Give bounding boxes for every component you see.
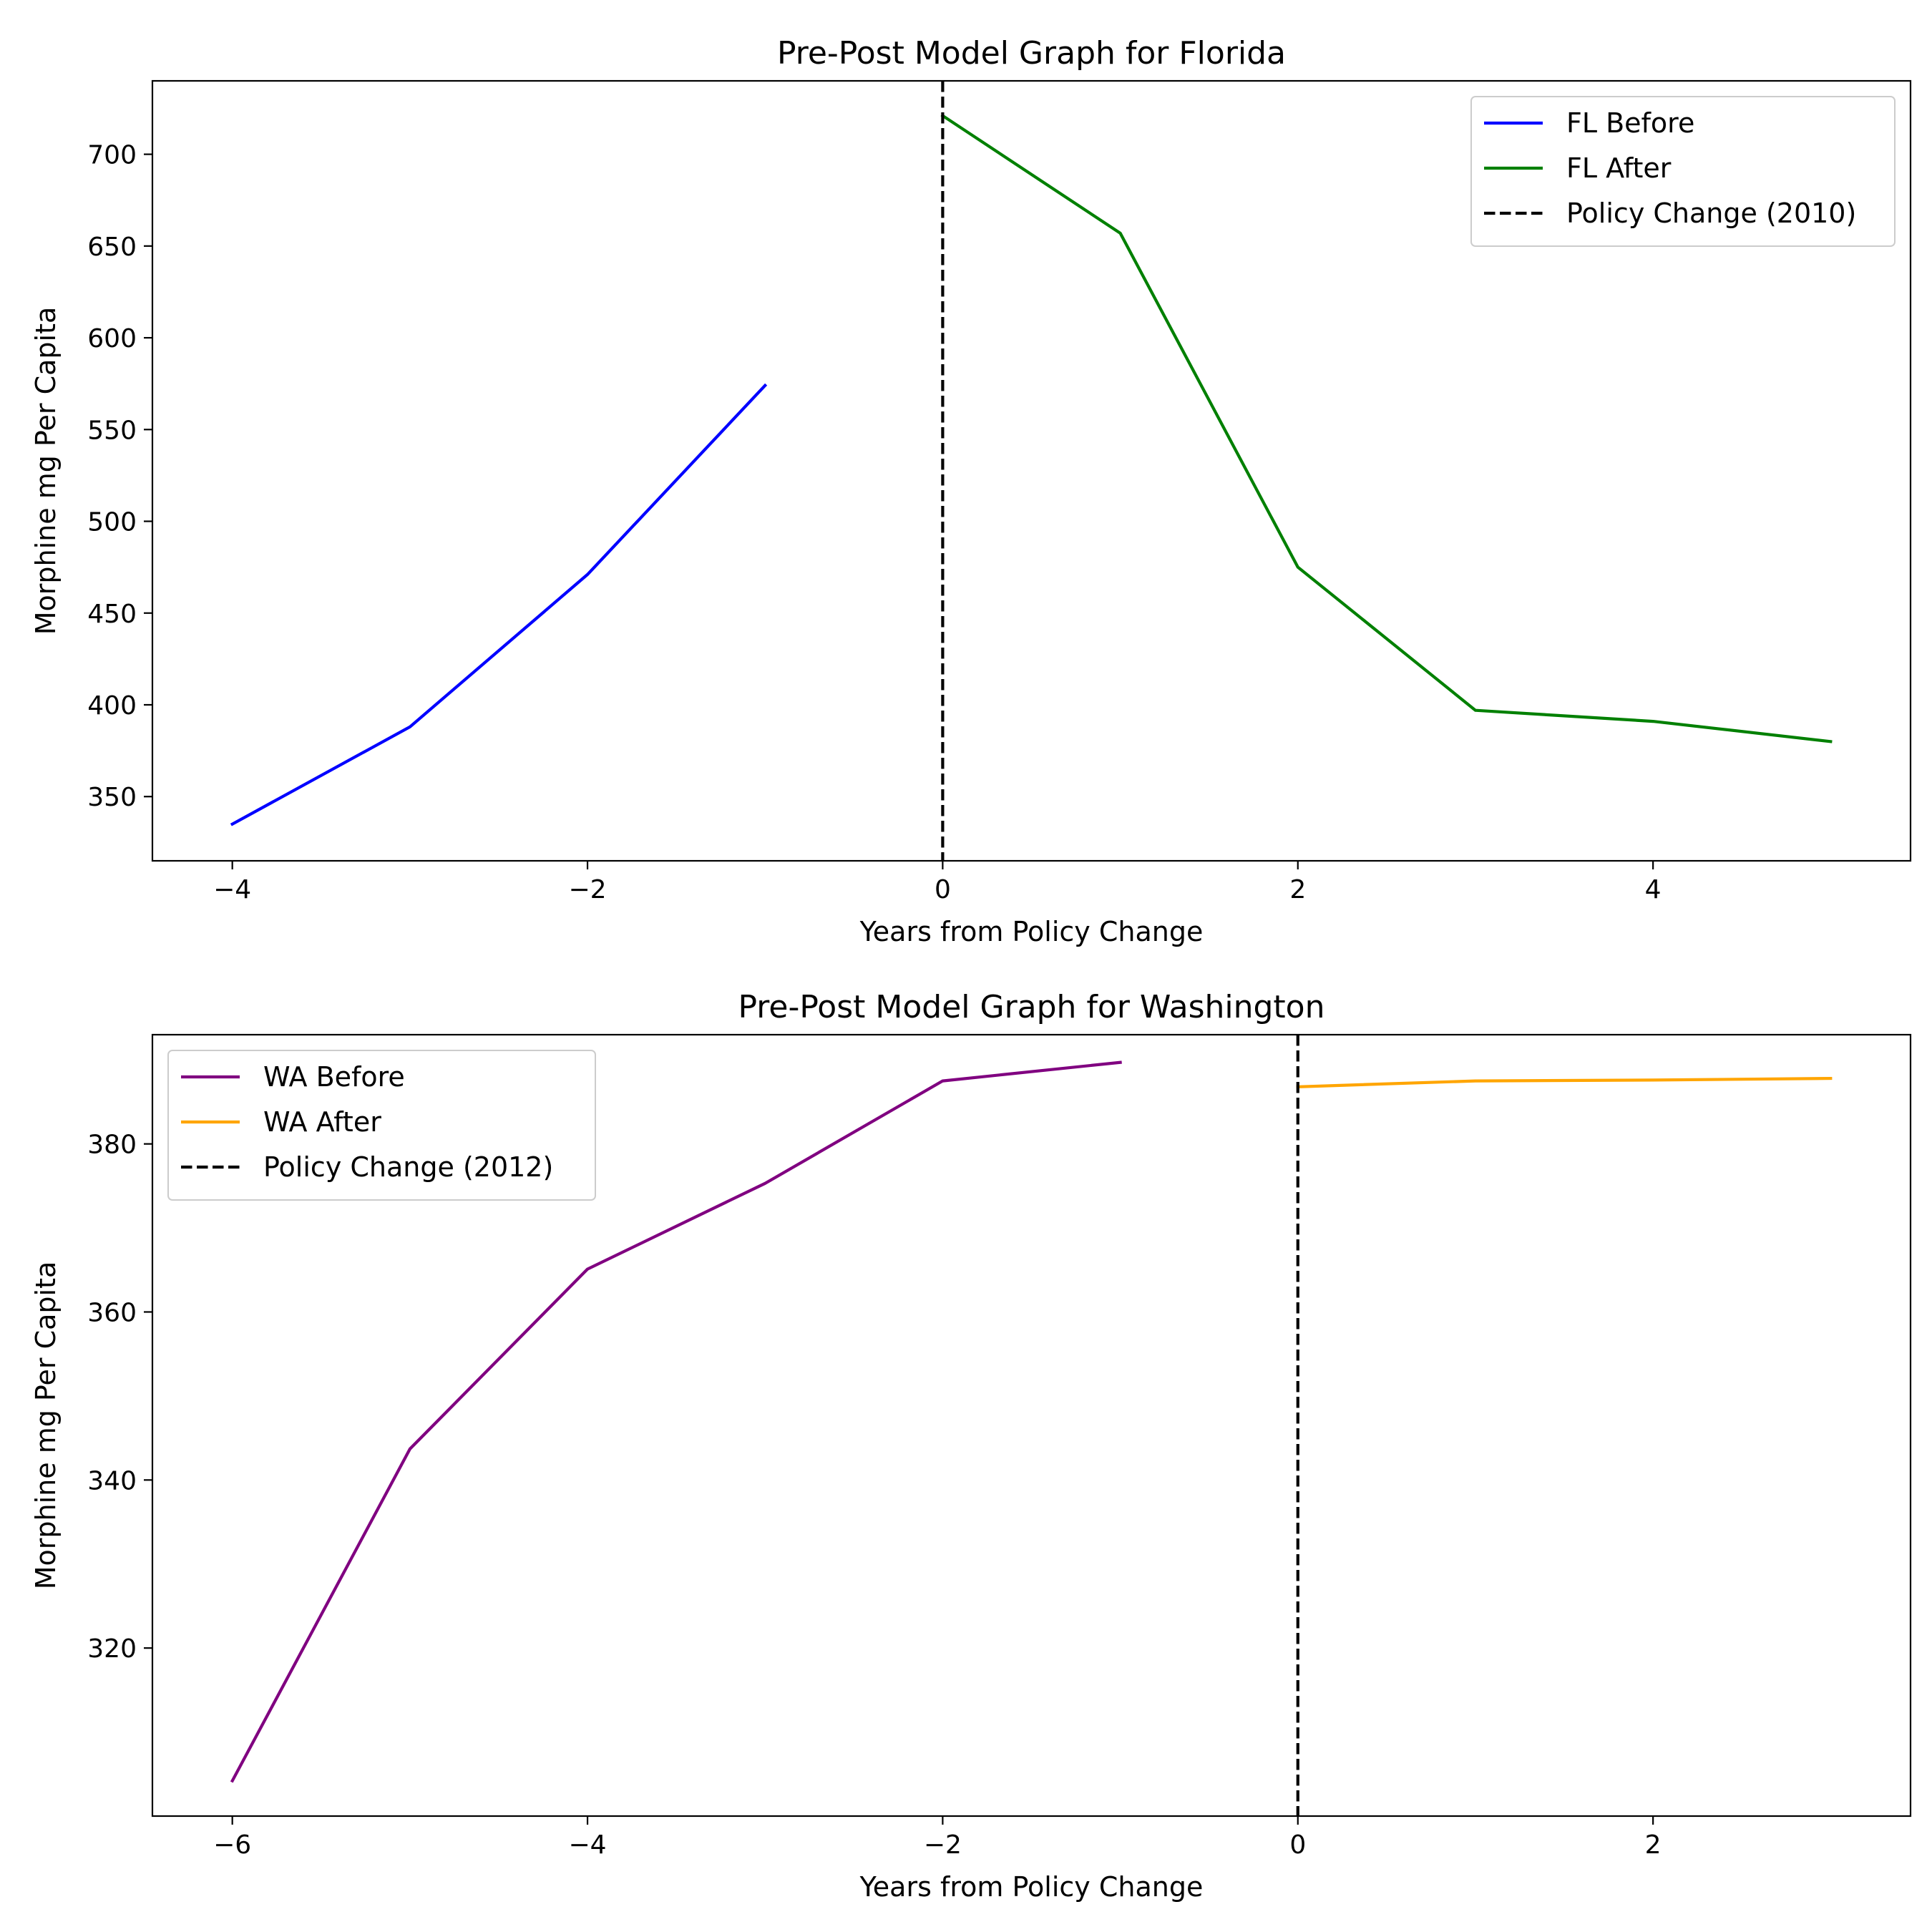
y-axis-label: Morphine mg Per Capita: [30, 1262, 62, 1590]
series-line-wa-before: [230, 1060, 1122, 1783]
axes-frame: [151, 79, 1912, 862]
legend: FL Before FL After Policy Change (2010): [1470, 96, 1896, 247]
x-axis-label: Years from Policy Change: [859, 1871, 1204, 1903]
chart-title: Pre-Post Model Graph for Florida: [777, 35, 1286, 72]
plot-area: [230, 81, 1833, 861]
y-tick-label: 350: [87, 783, 137, 812]
y-tick-label: 340: [87, 1466, 137, 1496]
y-tick-label: 650: [87, 233, 137, 262]
chart-panel-2: Pre-Post Model Graph for Washington −6 −4 −…: [30, 989, 1912, 1903]
legend-label: WA After: [263, 1106, 381, 1138]
x-tick-label: −4: [213, 875, 251, 904]
y-tick-label: 550: [87, 416, 137, 445]
chart-panel-1: Pre-Post Model Graph for Florida −4 −2 0 2 4 3…: [30, 35, 1912, 947]
legend-item-fl-before: FL Before: [1484, 107, 1694, 139]
y-tick-label: 600: [87, 324, 137, 353]
legend-label: FL Before: [1566, 107, 1694, 139]
y-tick-label: 450: [87, 600, 137, 629]
x-axis-label: Years from Policy Change: [859, 916, 1204, 947]
series-line-wa-after: [1296, 1076, 1833, 1088]
legend: WA Before WA After Policy Change (2012): [167, 1050, 596, 1201]
x-tick-label: 2: [1289, 875, 1306, 904]
x-tick-label: 4: [1645, 875, 1662, 904]
x-tick-label: 0: [935, 875, 951, 904]
y-tick-label: 400: [87, 691, 137, 721]
y-tick-label: 360: [87, 1298, 137, 1327]
plot-area: [230, 1035, 1833, 1816]
x-tick-label: −2: [924, 1830, 962, 1860]
x-tick-label: 2: [1645, 1830, 1662, 1860]
legend-item-policy-change-2010: Policy Change (2010): [1484, 197, 1856, 229]
x-tick-label: −6: [213, 1830, 251, 1860]
legend-label: Policy Change (2012): [263, 1151, 553, 1183]
y-axis-label: Morphine mg Per Capita: [30, 307, 62, 635]
legend-label: FL After: [1566, 152, 1672, 184]
legend-label: Policy Change (2010): [1566, 197, 1856, 229]
legend-item-wa-before: WA Before: [181, 1061, 405, 1093]
x-tick-label: −4: [569, 1830, 607, 1860]
legend-box: [1470, 96, 1896, 247]
y-tick-label: 700: [87, 141, 137, 170]
series-line-fl-before: [230, 383, 768, 826]
legend-item-fl-after: FL After: [1484, 152, 1672, 184]
chart-title: Pre-Post Model Graph for Washington: [738, 989, 1325, 1025]
y-tick-label: 320: [87, 1634, 137, 1664]
legend-box: [167, 1050, 596, 1201]
x-tick-label: 0: [1289, 1830, 1306, 1860]
legend-label: WA Before: [263, 1061, 405, 1093]
y-tick-label: 500: [87, 508, 137, 537]
x-tick-label: −2: [569, 875, 607, 904]
legend-item-wa-after: WA After: [181, 1106, 381, 1138]
axes-frame: [151, 1033, 1912, 1818]
legend-item-policy-change-2012: Policy Change (2012): [181, 1151, 553, 1183]
y-tick-label: 380: [87, 1131, 137, 1160]
series-line-fl-after: [940, 113, 1833, 743]
